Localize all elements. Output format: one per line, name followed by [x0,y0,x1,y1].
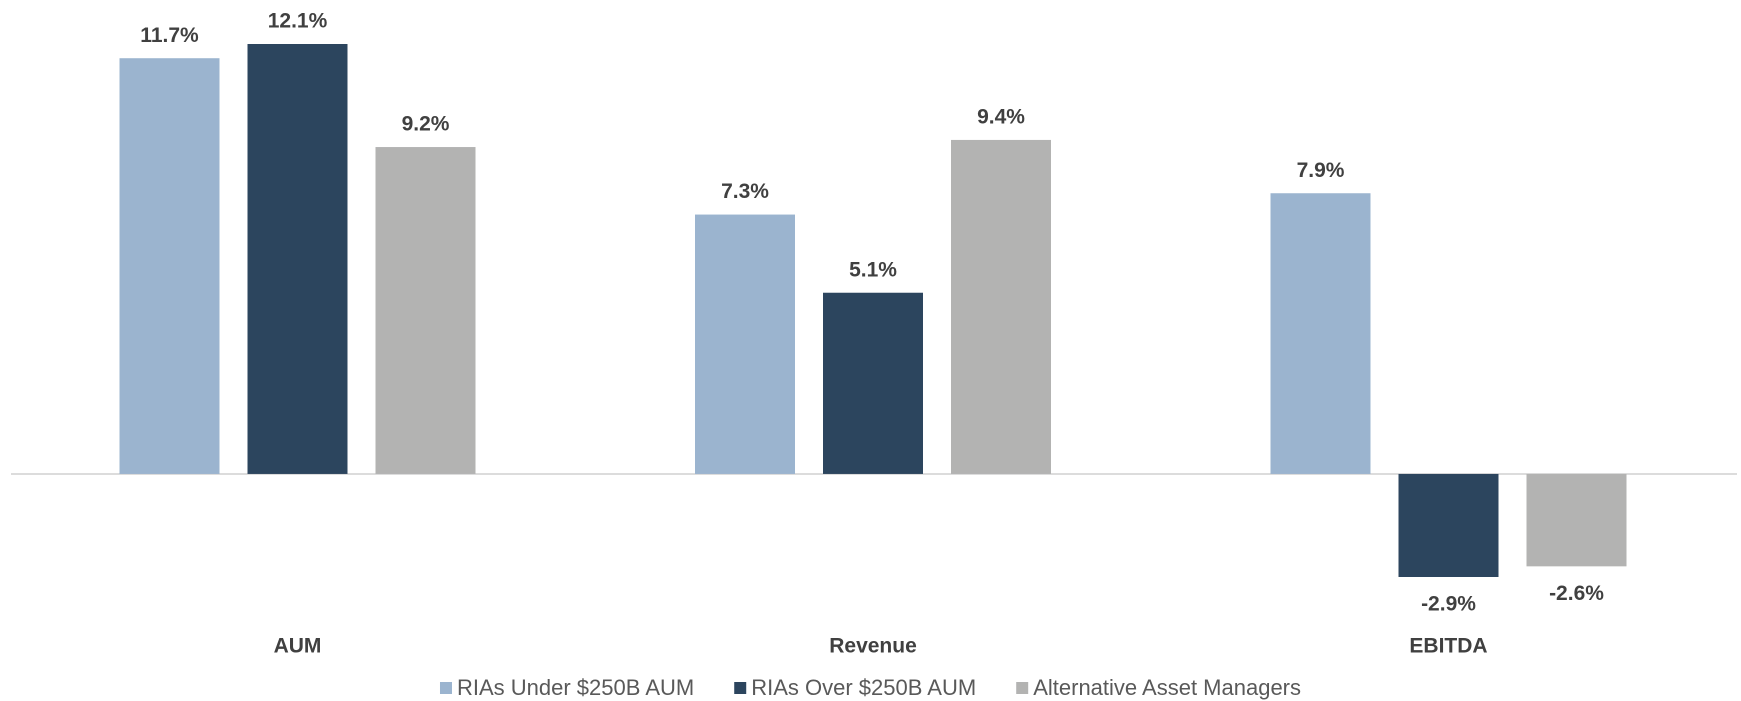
data-label: 9.4% [977,105,1025,128]
data-label: 7.3% [721,180,769,203]
legend-swatch [439,682,452,694]
category-label: AUM [274,635,322,658]
legend-swatch [734,682,747,694]
legend-swatch [1016,682,1029,694]
category-label: Revenue [829,635,917,658]
bar [695,214,795,474]
data-label: 9.2% [402,113,450,136]
category-label: EBITDA [1409,635,1487,658]
bar [247,44,348,474]
bar [119,58,220,474]
bar [951,139,1051,474]
data-label: 12.1% [268,10,328,33]
bar [1526,473,1627,567]
data-label: 11.7% [140,24,199,47]
legend-label: Alternative Asset Managers [1033,675,1301,700]
bar [823,292,923,474]
legend-label: RIAs Under $250B AUM [457,675,694,700]
data-label: -2.9% [1421,593,1476,616]
bar [1270,193,1371,474]
data-label: 7.9% [1297,159,1345,182]
legend-label: RIAs Over $250B AUM [751,675,976,700]
data-label: 5.1% [849,258,897,281]
bar [375,147,476,474]
bar [1398,473,1499,577]
data-label: -2.6% [1549,582,1604,605]
